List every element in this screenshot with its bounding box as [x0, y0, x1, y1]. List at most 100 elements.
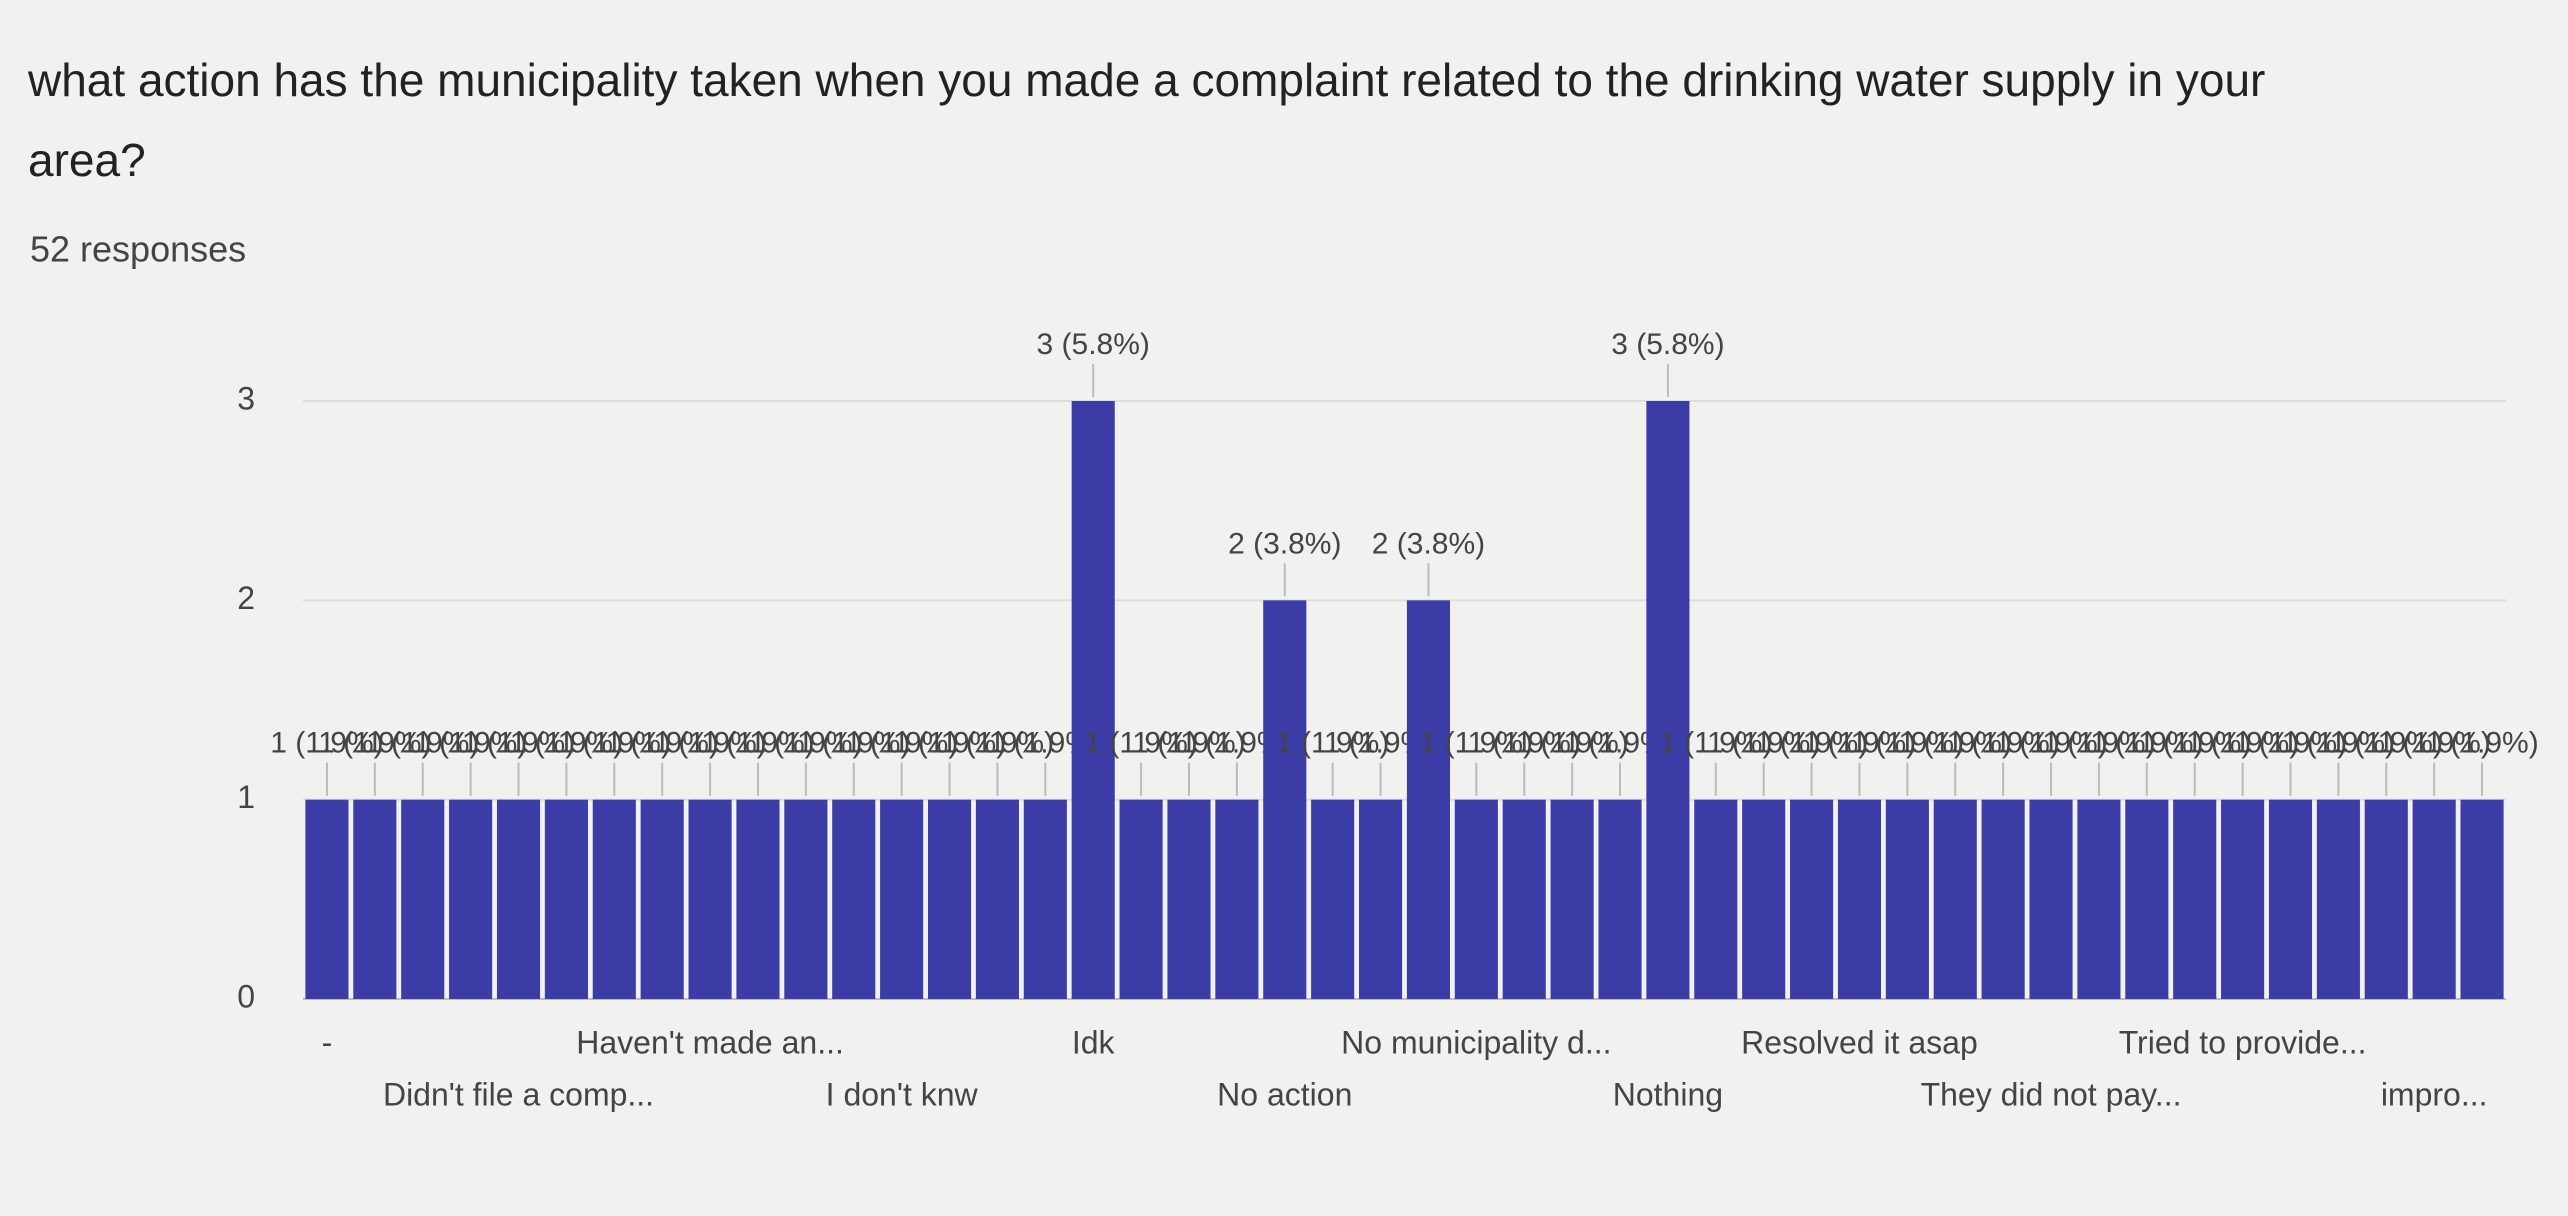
- bar: [2221, 799, 2265, 999]
- bar: [1550, 799, 1594, 999]
- value-label: 3 (5.8%): [1037, 328, 1150, 361]
- value-label: 1 (1.9%): [1276, 727, 1389, 760]
- value-label: 1 (1.9%): [558, 727, 671, 760]
- value-label: 1 (1.9%): [366, 727, 479, 760]
- x-tick-label: No action: [1217, 1076, 1352, 1112]
- value-label: 1 (1.9%): [2282, 727, 2395, 760]
- x-tick-label: Nothing: [1613, 1076, 1723, 1112]
- bar: [544, 799, 588, 999]
- value-label: 1 (1.9%): [1994, 727, 2107, 760]
- x-tick-label: Haven't made an...: [576, 1024, 844, 1060]
- y-tick-label: 2: [237, 580, 255, 616]
- y-tick-label: 0: [237, 978, 255, 1014]
- bar: [2077, 799, 2121, 999]
- bar: [1646, 401, 1690, 999]
- x-tick-label: Didn't file a comp...: [383, 1076, 654, 1112]
- value-label: 1 (1.9%): [2042, 727, 2155, 760]
- bar: [1885, 799, 1929, 999]
- value-label: 1 (1.9%): [1515, 727, 1628, 760]
- bar: [2316, 799, 2360, 999]
- bar: [1215, 799, 1259, 999]
- bar: [305, 799, 349, 999]
- bar: [975, 799, 1019, 999]
- value-label: 2 (3.8%): [1372, 527, 1485, 560]
- value-label: 1 (1.9%): [1946, 727, 2059, 760]
- value-label: 1 (1.9%): [1084, 727, 1197, 760]
- value-label: 1 (1.9%): [1132, 727, 1245, 760]
- value-label: 1 (1.9%): [1420, 727, 1533, 760]
- y-tick-label: 1: [237, 779, 255, 815]
- bar: [1598, 799, 1642, 999]
- bar: [2173, 799, 2217, 999]
- value-label: 1 (1.9%): [1468, 727, 1581, 760]
- bar: [496, 799, 541, 999]
- value-label: 1 (1.9%): [2186, 727, 2299, 760]
- bar: [449, 799, 493, 999]
- bar: [2029, 799, 2073, 999]
- bar: [1359, 799, 1403, 999]
- bar: [1742, 799, 1786, 999]
- bar: [1167, 799, 1211, 999]
- bar: [640, 799, 684, 999]
- value-label: 1 (1.9%): [1803, 727, 1916, 760]
- title-box: what action has the municipality taken w…: [28, 54, 2266, 186]
- value-label: 1 (1.9%): [2377, 727, 2490, 760]
- bar: [592, 799, 636, 999]
- value-label: 1 (1.9%): [1659, 727, 1772, 760]
- value-label: 1 (1.9%): [414, 727, 527, 760]
- bar: [736, 799, 780, 999]
- chart-title: what action has the municipality taken w…: [28, 54, 2266, 186]
- value-label: 2 (3.8%): [1228, 527, 1341, 560]
- bar: [1694, 799, 1738, 999]
- bar: [353, 799, 397, 999]
- value-label: 1 (1.9%): [1899, 727, 2012, 760]
- bar: [1263, 600, 1307, 999]
- x-tick-label: -: [322, 1024, 333, 1060]
- bar: [927, 799, 972, 999]
- bar: [2364, 799, 2408, 999]
- value-label: 1 (1.9%): [653, 727, 766, 760]
- value-label: 1 (1.9%): [1851, 727, 1964, 760]
- chart-subtitle: 52 responses: [30, 229, 246, 270]
- x-tick-label: They did not pay...: [1921, 1076, 2182, 1112]
- bar: [1071, 401, 1115, 999]
- value-label: 1 (1.9%): [749, 727, 862, 760]
- bar: [1981, 799, 2025, 999]
- value-label: 1 (1.9%): [605, 727, 718, 760]
- value-label: 1 (1.9%): [845, 727, 958, 760]
- value-label: 1 (1.9%): [797, 727, 910, 760]
- value-label: 1 (1.9%): [2425, 727, 2538, 760]
- value-label: 1 (1.9%): [318, 727, 431, 760]
- bar: [1502, 799, 1546, 999]
- bar: [784, 799, 828, 999]
- bar: [2268, 799, 2313, 999]
- x-tick-label: impro...: [2381, 1076, 2488, 1112]
- bar: [1311, 799, 1355, 999]
- x-tick-label: Resolved it asap: [1741, 1024, 1978, 1060]
- value-label: 1 (1.9%): [510, 727, 623, 760]
- bar: [1119, 799, 1163, 999]
- x-tick-label: No municipality d...: [1341, 1024, 1611, 1060]
- x-tick-label: Idk: [1072, 1024, 1116, 1060]
- value-label: 1 (1.9%): [2090, 727, 2203, 760]
- y-tick-label: 3: [237, 380, 255, 416]
- bar: [401, 799, 445, 999]
- value-label: 1 (1.9%): [701, 727, 814, 760]
- value-label: 1 (1.9%): [270, 727, 383, 760]
- bar: [2125, 799, 2169, 999]
- bar: [1790, 799, 1834, 999]
- value-label: 1 (1.9%): [1755, 727, 1868, 760]
- bar: [1406, 600, 1450, 999]
- value-label: 1 (1.9%): [1707, 727, 1820, 760]
- bar: [1933, 799, 1977, 999]
- x-tick-label: I don't knw: [826, 1076, 979, 1112]
- bar: [1023, 799, 1067, 999]
- bar: [2460, 799, 2504, 999]
- value-label: 3 (5.8%): [1611, 328, 1724, 361]
- x-tick-label: Tried to provide...: [2119, 1024, 2367, 1060]
- value-label: 1 (1.9%): [2234, 727, 2347, 760]
- bar: [688, 799, 732, 999]
- value-label: 1 (1.9%): [2138, 727, 2251, 760]
- bar: [832, 799, 876, 999]
